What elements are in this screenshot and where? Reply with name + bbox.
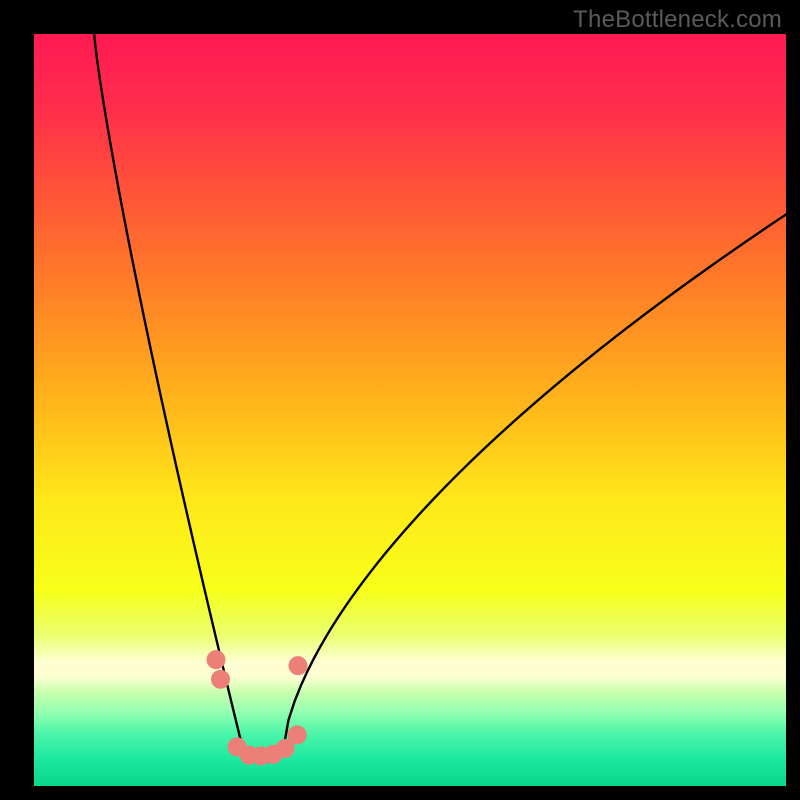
data-marker: [207, 651, 225, 669]
data-marker: [288, 726, 306, 744]
gradient-background: [34, 34, 786, 786]
data-marker: [289, 657, 307, 675]
chart-frame: TheBottleneck.com: [0, 0, 800, 800]
watermark-text: TheBottleneck.com: [573, 6, 782, 34]
data-marker: [212, 670, 230, 688]
bottleneck-chart: [34, 34, 786, 786]
